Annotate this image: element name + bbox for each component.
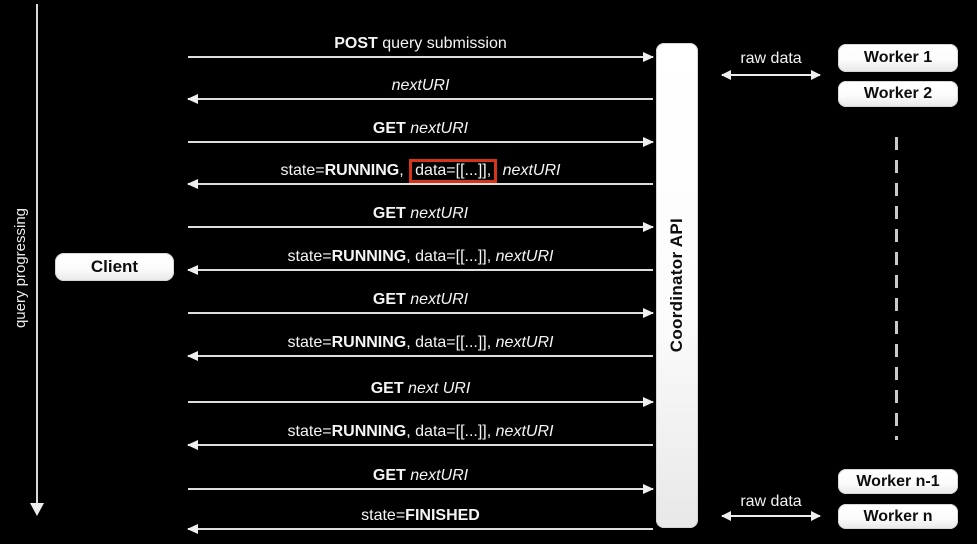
arrow-to-coordinator <box>188 397 654 407</box>
arrowhead-icon <box>643 484 654 494</box>
query-progress-axis-line <box>36 4 38 505</box>
arrow-to-client <box>187 179 653 189</box>
arrowhead-icon <box>187 179 198 189</box>
arrow-to-coordinator <box>188 52 654 62</box>
message-row: GET nextURI <box>188 204 654 232</box>
arrow-to-coordinator <box>188 137 654 147</box>
message-row: GET nextURI <box>188 119 654 147</box>
query-progress-arrowhead-icon <box>30 503 44 516</box>
arrow-to-coordinator <box>188 222 654 232</box>
arrowhead-icon <box>187 265 198 275</box>
arrow-to-client <box>187 524 653 534</box>
arrowhead-icon <box>187 524 198 534</box>
message-row: nextURI <box>187 76 653 104</box>
message-row: GET nextURI <box>188 466 654 494</box>
coordinator-api-label: Coordinator API <box>667 218 686 353</box>
message-label: state=RUNNING, data=[[...]], nextURI <box>287 248 554 265</box>
message-label: nextURI <box>391 77 450 94</box>
coordinator-api-box: Coordinator API <box>656 43 698 528</box>
arrowhead-icon <box>187 94 198 104</box>
worker-1-box: Worker 1 <box>838 44 958 72</box>
query-progress-label: query progressing <box>12 207 29 329</box>
arrow-to-client <box>187 265 653 275</box>
arrow-to-coordinator <box>188 308 654 318</box>
arrowhead-icon <box>643 137 654 147</box>
arrow-to-client <box>187 440 653 450</box>
message-row: GET nextURI <box>188 290 654 318</box>
message-row: POST query submission <box>188 34 654 62</box>
raw-data-label-top: raw data <box>740 50 802 67</box>
worker-n-box: Worker n <box>838 504 958 529</box>
raw-data-label-bottom: raw data <box>740 493 802 510</box>
message-label: GET nextURI <box>372 291 469 308</box>
message-row: state=RUNNING, data=[[...]], nextURI <box>187 422 653 450</box>
raw-data-arrow-bottom <box>721 511 821 521</box>
arrow-to-client <box>187 351 653 361</box>
arrow-to-coordinator <box>188 484 654 494</box>
message-label: state=RUNNING, data=[[...]], nextURI <box>188 159 653 183</box>
message-row: state=RUNNING, data=[[...]], nextURI <box>187 159 653 189</box>
message-label: state=FINISHED <box>361 507 480 524</box>
message-row: state=FINISHED <box>187 506 653 534</box>
message-label: GET nextURI <box>372 467 469 484</box>
arrowhead-icon <box>187 440 198 450</box>
raw-data-arrow-top <box>721 70 821 80</box>
message-label: state=RUNNING, data=[[...]], nextURI <box>287 423 554 440</box>
message-label: POST query submission <box>334 35 507 52</box>
arrowhead-icon <box>643 308 654 318</box>
arrowhead-icon <box>643 222 654 232</box>
message-label: GET nextURI <box>372 120 469 137</box>
message-row: state=RUNNING, data=[[...]], nextURI <box>187 247 653 275</box>
message-row: state=RUNNING, data=[[...]], nextURI <box>187 333 653 361</box>
workers-ellipsis-dashed-line <box>895 137 898 440</box>
arrow-to-client <box>187 94 653 104</box>
worker-n-1-box: Worker n-1 <box>838 469 958 494</box>
arrowhead-icon <box>187 351 198 361</box>
message-label: GET next URI <box>370 380 471 397</box>
message-row: GET next URI <box>188 379 654 407</box>
message-label: state=RUNNING, data=[[...]], nextURI <box>287 334 554 351</box>
worker-2-box: Worker 2 <box>838 81 958 107</box>
arrowhead-icon <box>643 397 654 407</box>
message-label: GET nextURI <box>372 205 469 222</box>
arrowhead-icon <box>643 52 654 62</box>
highlight-red-box: data=[[...]], <box>409 159 498 183</box>
client-box: Client <box>55 253 174 281</box>
